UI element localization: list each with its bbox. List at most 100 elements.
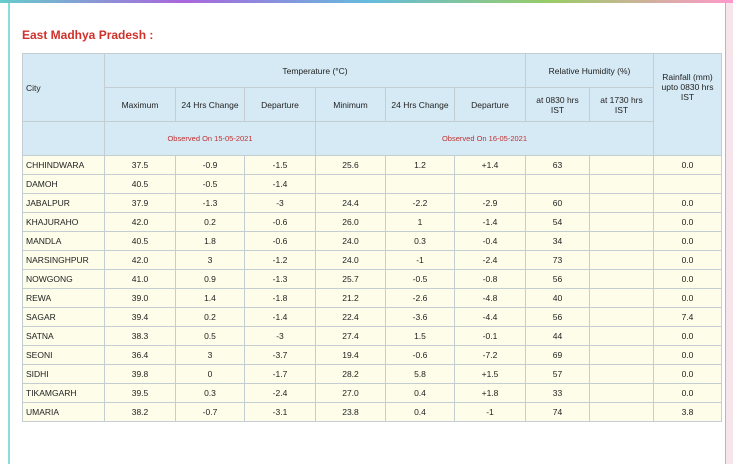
value-cell: 24.4: [315, 193, 386, 213]
header-cell: 24 Hrs Change: [385, 87, 455, 122]
value-cell: 39.5: [104, 383, 176, 403]
value-cell: [653, 174, 722, 194]
city-cell: SEONI: [22, 345, 105, 365]
table-row: SEONI 36.4 3 -3.7 19.4 -0.6 -7.2 69 0.0: [22, 345, 722, 365]
city-cell: JABALPUR: [22, 193, 105, 213]
value-cell: 39.0: [104, 288, 176, 308]
value-cell: [589, 212, 654, 232]
value-cell: +1.8: [454, 383, 526, 403]
value-cell: [589, 155, 654, 175]
value-cell: [385, 174, 455, 194]
city-cell: SATNA: [22, 326, 105, 346]
value-cell: 22.4: [315, 307, 386, 327]
city-cell: SIDHI: [22, 364, 105, 384]
value-cell: -3.7: [244, 345, 316, 365]
value-cell: [589, 231, 654, 251]
value-cell: 21.2: [315, 288, 386, 308]
value-cell: -0.4: [454, 231, 526, 251]
city-cell: DAMOH: [22, 174, 105, 194]
value-cell: -0.7: [175, 402, 245, 422]
value-cell: 60: [525, 193, 590, 213]
value-cell: -1.7: [244, 364, 316, 384]
value-cell: 5.8: [385, 364, 455, 384]
value-cell: 19.4: [315, 345, 386, 365]
value-cell: 0.0: [653, 250, 722, 270]
value-cell: -7.2: [454, 345, 526, 365]
value-cell: [589, 193, 654, 213]
value-cell: -2.9: [454, 193, 526, 213]
note: Observed On 16-05-2021: [315, 121, 654, 156]
value-cell: 3.8: [653, 402, 722, 422]
value-cell: [589, 364, 654, 384]
value-cell: 27.4: [315, 326, 386, 346]
value-cell: -1.4: [244, 174, 316, 194]
value-cell: 40: [525, 288, 590, 308]
value-cell: 39.4: [104, 307, 176, 327]
value-cell: [525, 174, 590, 194]
value-cell: +1.4: [454, 155, 526, 175]
value-cell: -1: [454, 402, 526, 422]
value-cell: [315, 174, 386, 194]
value-cell: -2.4: [244, 383, 316, 403]
value-cell: -1.5: [244, 155, 316, 175]
value-cell: [589, 269, 654, 289]
value-cell: -1.4: [454, 212, 526, 232]
value-cell: [589, 288, 654, 308]
table-row: NOWGONG 41.0 0.9 -1.3 25.7 -0.5 -0.8 56 0.0: [22, 269, 722, 289]
table-row: JABALPUR 37.9 -1.3 -3 24.4 -2.2 -2.9 60 0.0: [22, 193, 722, 213]
value-cell: -2.4: [454, 250, 526, 270]
value-cell: 33: [525, 383, 590, 403]
value-cell: 74: [525, 402, 590, 422]
city-cell: NARSINGHPUR: [22, 250, 105, 270]
value-cell: 63: [525, 155, 590, 175]
header-cell: 24 Hrs Change: [175, 87, 245, 122]
header-cell: [22, 121, 105, 156]
value-cell: 24.0: [315, 250, 386, 270]
city-cell: UMARIA: [22, 402, 105, 422]
value-cell: +1.5: [454, 364, 526, 384]
value-cell: [589, 402, 654, 422]
value-cell: [589, 326, 654, 346]
value-cell: -4.8: [454, 288, 526, 308]
value-cell: 44: [525, 326, 590, 346]
value-cell: 0.0: [653, 288, 722, 308]
value-cell: 27.0: [315, 383, 386, 403]
value-cell: 37.9: [104, 193, 176, 213]
top-bar: [0, 0, 733, 3]
table-row: TIKAMGARH 39.5 0.3 -2.4 27.0 0.4 +1.8 33 0.0: [22, 383, 722, 403]
value-cell: [589, 383, 654, 403]
city-cell: TIKAMGARH: [22, 383, 105, 403]
header-cell: Departure: [244, 87, 316, 122]
value-cell: [589, 174, 654, 194]
value-cell: 0.5: [175, 326, 245, 346]
value-cell: 36.4: [104, 345, 176, 365]
value-cell: 24.0: [315, 231, 386, 251]
value-cell: 56: [525, 307, 590, 327]
header-cell: at 1730 hrs IST: [589, 87, 654, 122]
group-header: Temperature (°C): [104, 53, 526, 88]
table-row: REWA 39.0 1.4 -1.8 21.2 -2.6 -4.8 40 0.0: [22, 288, 722, 308]
table-row: DAMOH 40.5 -0.5 -1.4: [22, 174, 722, 194]
header-cell: Departure: [454, 87, 526, 122]
value-cell: 57: [525, 364, 590, 384]
value-cell: [589, 345, 654, 365]
value-cell: 42.0: [104, 250, 176, 270]
value-cell: 40.5: [104, 174, 176, 194]
value-cell: 0.0: [653, 364, 722, 384]
value-cell: 0.0: [653, 193, 722, 213]
weather-table: City Temperature (°C) Relative Humidity …: [22, 53, 722, 422]
value-cell: 40.5: [104, 231, 176, 251]
value-cell: 0.3: [175, 383, 245, 403]
value-cell: -4.4: [454, 307, 526, 327]
value-cell: 0.4: [385, 383, 455, 403]
value-cell: [454, 174, 526, 194]
value-cell: 0.2: [175, 307, 245, 327]
value-cell: -0.8: [454, 269, 526, 289]
value-cell: -3: [244, 193, 316, 213]
value-cell: -1.2: [244, 250, 316, 270]
value-cell: 26.0: [315, 212, 386, 232]
section-title: East Madhya Pradesh :: [22, 28, 154, 42]
value-cell: -1: [385, 250, 455, 270]
table-row: MANDLA 40.5 1.8 -0.6 24.0 0.3 -0.4 34 0.0: [22, 231, 722, 251]
city-cell: SAGAR: [22, 307, 105, 327]
